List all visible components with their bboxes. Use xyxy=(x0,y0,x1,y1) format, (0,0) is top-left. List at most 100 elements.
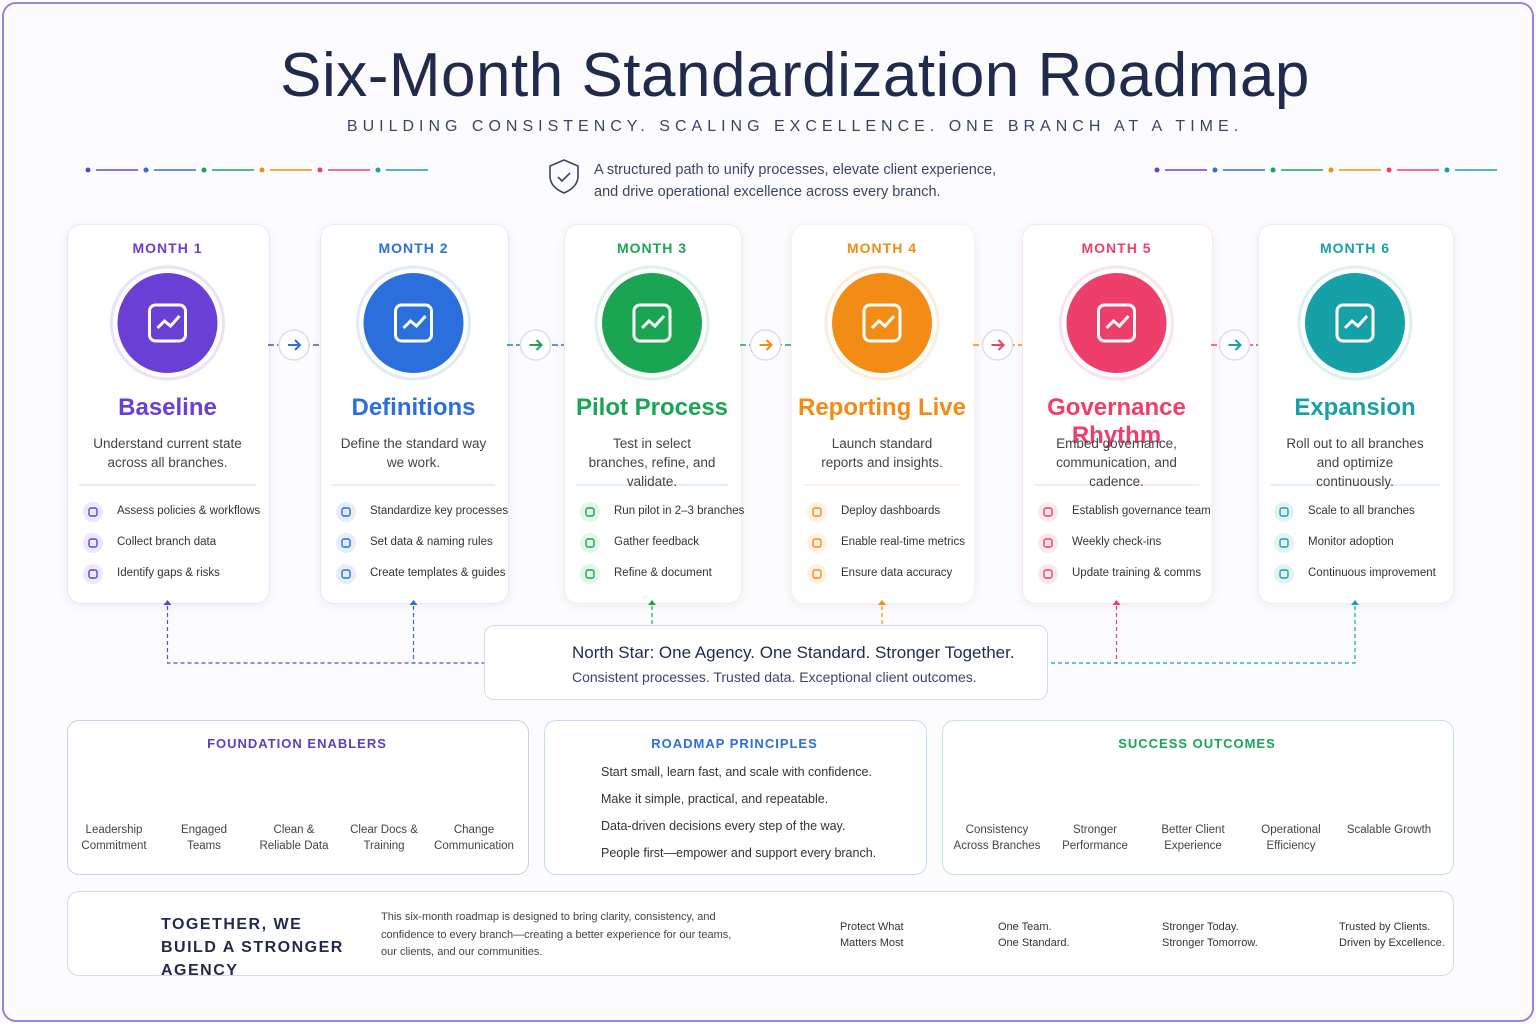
panel xyxy=(67,720,529,875)
month-glyph xyxy=(1343,314,1369,330)
month-title: Baseline xyxy=(118,394,217,421)
link-arrow xyxy=(878,600,886,605)
month-item: Standardize key processes xyxy=(370,505,509,517)
month-glyph xyxy=(862,303,902,343)
arrow xyxy=(288,339,302,351)
footer-title: TOGETHER, WE BUILD A STRONGER AGENCY xyxy=(161,916,344,979)
icon xyxy=(336,564,356,584)
dot xyxy=(201,167,207,173)
month-item: Assess policies & workflows xyxy=(117,505,261,517)
icon-glyph xyxy=(341,507,351,517)
icon-glyph xyxy=(585,569,595,579)
icon-glyph xyxy=(1043,538,1053,548)
dot xyxy=(1444,167,1450,173)
icon-glyph xyxy=(1279,538,1289,548)
icon-glyph xyxy=(341,569,351,579)
icon-glyph xyxy=(812,507,822,517)
month-title: Reporting Live xyxy=(797,394,966,421)
icon xyxy=(1038,564,1058,584)
icon xyxy=(580,502,600,522)
month-title: Expansion xyxy=(1294,394,1416,421)
month-description: Launch standard reports and insights. xyxy=(821,436,943,470)
principle: Make it simple, practical, and repeatabl… xyxy=(601,792,829,806)
icon-glyph xyxy=(1279,569,1289,579)
icon-glyph xyxy=(812,538,822,548)
month-item: Identify gaps & risks xyxy=(117,567,220,579)
badge-line: Driven by Excellence. xyxy=(1339,937,1445,949)
icon xyxy=(807,502,827,522)
arrow xyxy=(1228,339,1242,351)
month-item: Weekly check-ins xyxy=(1072,536,1162,548)
icon xyxy=(580,564,600,584)
icon xyxy=(83,533,103,553)
tile-label: Consistency Across Branches xyxy=(953,824,1041,852)
dot xyxy=(1212,167,1218,173)
month-label: MONTH 3 xyxy=(617,240,687,256)
arrow xyxy=(991,339,1005,351)
tile-label: Scalable Growth xyxy=(1346,824,1432,836)
intro-line: and drive operational excellence across … xyxy=(594,184,941,200)
link-arrow xyxy=(409,600,418,605)
month-label: MONTH 5 xyxy=(1081,240,1152,256)
dot xyxy=(143,167,149,173)
month-description: Roll out to all branches and optimize co… xyxy=(1286,436,1424,489)
month-item: Update training & comms xyxy=(1072,567,1202,579)
month-item: Set data & naming rules xyxy=(370,536,493,548)
month-item: Continuous improvement xyxy=(1308,567,1436,579)
tile-label: Change Communication xyxy=(434,824,514,852)
icon-glyph xyxy=(585,507,595,517)
month-label: MONTH 2 xyxy=(378,240,449,256)
month-glyph xyxy=(148,303,187,343)
north-star-subtitle: Consistent processes. Trusted data. Exce… xyxy=(572,669,977,685)
month-description: Understand current state across all bran… xyxy=(93,436,242,470)
month-label: MONTH 4 xyxy=(847,240,917,256)
panel-title: SUCCESS OUTCOMES xyxy=(1118,736,1276,751)
month-item: Scale to all branches xyxy=(1308,505,1415,517)
icon-glyph xyxy=(88,538,98,548)
month-label: MONTH 1 xyxy=(132,240,203,256)
link-arrow xyxy=(163,600,172,605)
arrow xyxy=(759,339,773,351)
month-title: Definitions xyxy=(351,394,476,421)
icon-glyph xyxy=(88,569,98,579)
link xyxy=(166,606,484,664)
dot xyxy=(1386,167,1392,173)
badge-line: Trusted by Clients. xyxy=(1339,921,1431,933)
tile-label: Leadership Commitment xyxy=(81,824,147,852)
month-item: Run pilot in 2–3 branches xyxy=(614,505,745,517)
month-item: Monitor adoption xyxy=(1308,536,1394,548)
icon-glyph xyxy=(341,538,351,548)
month-title: Pilot Process xyxy=(575,394,729,421)
tile-label: Engaged Teams xyxy=(180,824,228,852)
principle: Data-driven decisions every step of the … xyxy=(601,819,846,833)
tile-label: Better Client Experience xyxy=(1161,824,1225,852)
icon xyxy=(1274,502,1294,522)
shield-icon xyxy=(549,159,579,194)
link-arrow xyxy=(1112,600,1121,605)
badge-line: Protect What xyxy=(840,921,904,933)
link-arrow xyxy=(648,600,656,605)
icon-glyph xyxy=(1043,569,1053,579)
dot xyxy=(1328,167,1334,173)
month-description: Embed governance, communication, and cad… xyxy=(1056,436,1177,489)
icon xyxy=(1274,564,1294,584)
icon xyxy=(807,533,827,553)
month-glyph xyxy=(1105,314,1130,330)
principle: People first—empower and support every b… xyxy=(601,846,877,860)
icon xyxy=(807,564,827,584)
arrow xyxy=(529,339,543,351)
title: Six-Month Standardization Roadmap xyxy=(280,41,1310,110)
dot xyxy=(1270,167,1276,173)
month-glyph xyxy=(870,314,896,330)
icon-glyph xyxy=(88,507,98,517)
month-glyph xyxy=(1097,303,1136,343)
icon xyxy=(83,564,103,584)
month-item: Establish governance team xyxy=(1072,505,1211,517)
badge-line: One Team. xyxy=(998,921,1052,933)
tile-label: Clear Docs & Training xyxy=(350,824,418,852)
month-glyph xyxy=(402,314,427,330)
badge-line: Matters Most xyxy=(840,937,904,949)
icon xyxy=(1274,533,1294,553)
